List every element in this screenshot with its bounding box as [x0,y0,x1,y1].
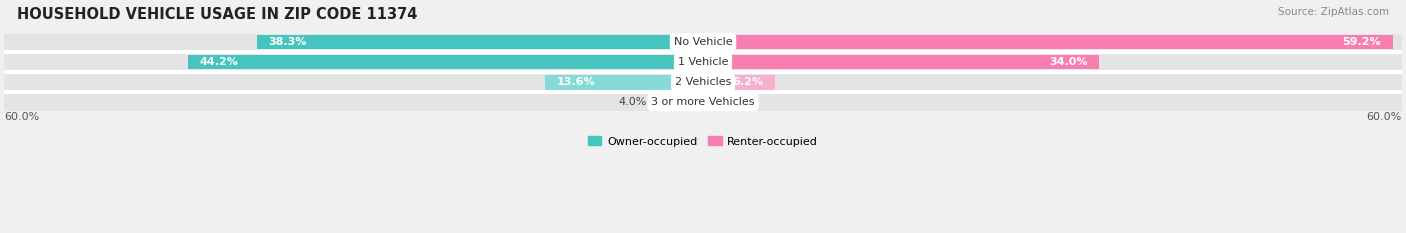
Text: 1 Vehicle: 1 Vehicle [678,57,728,67]
Text: No Vehicle: No Vehicle [673,37,733,47]
Bar [4,54,1402,70]
Bar [544,75,703,89]
Bar [657,95,703,110]
Text: 44.2%: 44.2% [200,57,239,67]
Text: 38.3%: 38.3% [269,37,307,47]
Bar [257,35,703,49]
Text: 13.6%: 13.6% [557,77,595,87]
Text: 59.2%: 59.2% [1343,37,1381,47]
Bar [703,55,1099,69]
Text: 4.0%: 4.0% [619,97,647,107]
Text: 2 Vehicles: 2 Vehicles [675,77,731,87]
Bar [703,95,710,110]
Text: 60.0%: 60.0% [1367,112,1402,122]
Bar [4,74,1402,91]
Text: 34.0%: 34.0% [1049,57,1087,67]
Text: HOUSEHOLD VEHICLE USAGE IN ZIP CODE 11374: HOUSEHOLD VEHICLE USAGE IN ZIP CODE 1137… [17,7,418,22]
Text: 60.0%: 60.0% [4,112,39,122]
Text: 6.2%: 6.2% [733,77,763,87]
Bar [188,55,703,69]
Text: 0.63%: 0.63% [720,97,755,107]
Text: 3 or more Vehicles: 3 or more Vehicles [651,97,755,107]
Bar [703,75,775,89]
Legend: Owner-occupied, Renter-occupied: Owner-occupied, Renter-occupied [583,132,823,151]
Text: Source: ZipAtlas.com: Source: ZipAtlas.com [1278,7,1389,17]
Bar [4,94,1402,111]
Bar [4,34,1402,50]
Bar [703,35,1392,49]
